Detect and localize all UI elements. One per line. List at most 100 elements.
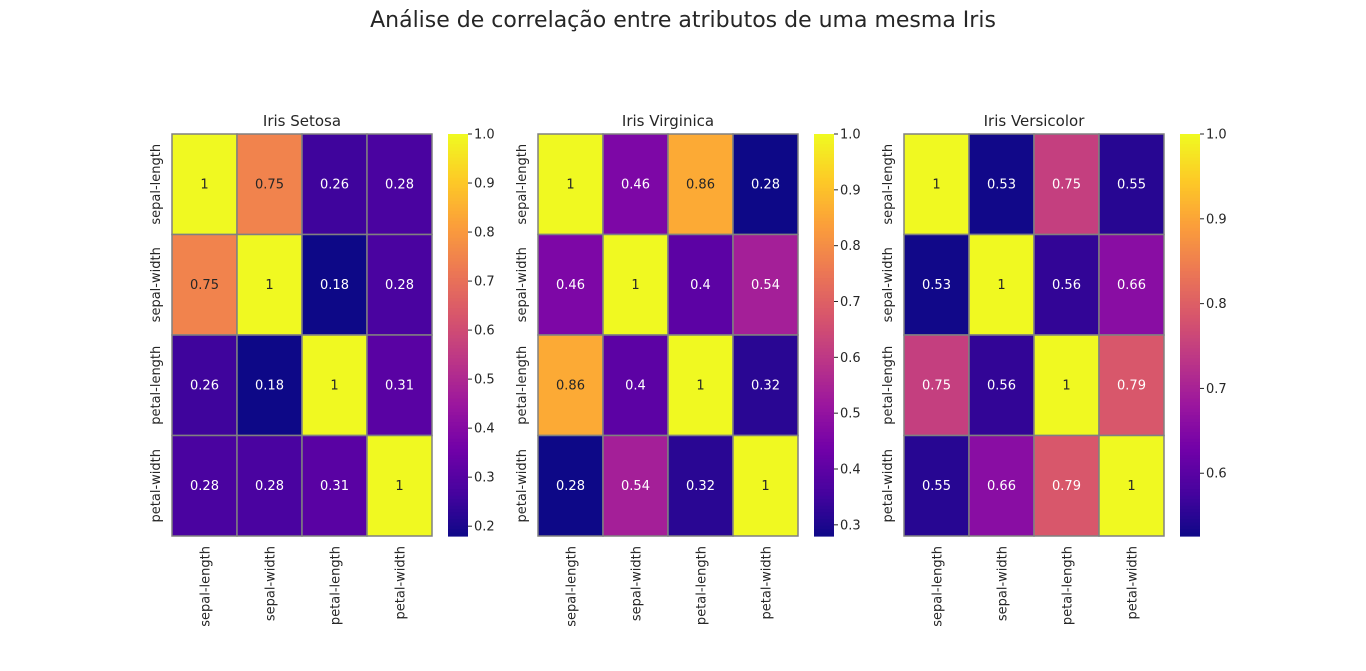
colorbar-segment [814, 525, 834, 530]
colorbar-segment [814, 465, 834, 470]
colorbar-segment [1180, 412, 1200, 416]
heatmap-cell [366, 334, 433, 437]
heatmap-cell [602, 434, 669, 537]
colorbar-segment [814, 150, 834, 155]
colorbar-segment [448, 231, 468, 236]
colorbar-segment [448, 227, 468, 232]
colorbar-segment [814, 395, 834, 400]
colorbar-segment [814, 385, 834, 390]
colorbar-segment [1180, 485, 1200, 490]
x-tick-label: petal-width [394, 546, 409, 619]
colorbar-segment [814, 180, 834, 185]
heatmap-cell [171, 434, 238, 537]
colorbar-segment [1180, 217, 1200, 222]
colorbar-segment [448, 361, 468, 366]
cell-annotation: 1 [566, 177, 574, 192]
colorbar-segment [814, 194, 834, 199]
colorbar-segment [814, 264, 834, 269]
colorbar-segment [1180, 164, 1200, 169]
colorbar-segment [814, 234, 834, 239]
colorbar-segment [1180, 432, 1200, 437]
colorbar-segment [814, 515, 834, 520]
colorbar-segment [448, 268, 468, 272]
y-tick-label: sepal-width [881, 247, 896, 322]
colorbar-segment [1180, 268, 1200, 272]
colorbar-segment [814, 221, 834, 226]
colorbar-segment [814, 291, 834, 296]
colorbar-segment [1180, 224, 1200, 229]
heatmap-cell [537, 133, 604, 236]
colorbar-segment [448, 515, 468, 520]
colorbar-segment [1180, 405, 1200, 410]
colorbar-segment [448, 174, 468, 179]
colorbar-segment [448, 365, 468, 370]
cell-annotation: 0.54 [621, 479, 650, 494]
colorbar-segment [448, 318, 468, 323]
colorbar-segment [448, 509, 468, 514]
colorbar-segment [1180, 234, 1200, 239]
cell-annotation: 0.18 [255, 378, 284, 393]
colorbar-segment [448, 445, 468, 450]
cell-annotation: 1 [330, 378, 338, 393]
colorbar-segment [448, 177, 468, 182]
heatmap-cell [1033, 434, 1100, 537]
colorbar-segment [448, 190, 468, 195]
colorbar-segment [814, 328, 834, 333]
x-tick-label: petal-width [760, 546, 775, 619]
colorbar-segment [448, 529, 468, 534]
cell-annotation: 0.54 [751, 278, 780, 293]
x-tick-label: petal-length [1061, 546, 1076, 625]
colorbar-segment [814, 398, 834, 403]
colorbar-segment [1180, 264, 1200, 269]
colorbar-segment [448, 345, 468, 349]
colorbar-segment [1180, 532, 1200, 537]
colorbar-segment [1180, 375, 1200, 380]
colorbar-segment [448, 489, 468, 494]
colorbar-segment [814, 438, 834, 443]
colorbar-segment [814, 144, 834, 148]
colorbar-segment [814, 458, 834, 463]
y-tick-label: sepal-width [149, 247, 164, 322]
colorbar-segment [448, 241, 468, 246]
cell-annotation: 0.28 [751, 177, 780, 192]
colorbar-segment [814, 482, 834, 487]
colorbar-segment [1180, 428, 1200, 433]
colorbar-tick-label: 0.7 [840, 295, 861, 310]
cell-annotation: 1 [761, 479, 769, 494]
colorbar-segment [814, 204, 834, 209]
heatmap-cell [602, 133, 669, 236]
colorbar-segment [814, 532, 834, 537]
colorbar-segment [448, 442, 468, 447]
colorbar-segment [1180, 502, 1200, 507]
colorbar-segment [1180, 301, 1200, 306]
colorbar-segment [448, 194, 468, 199]
colorbar-segment [1180, 351, 1200, 356]
colorbar-segment [1180, 442, 1200, 447]
colorbar-segment [814, 224, 834, 229]
colorbar-segment [448, 408, 468, 413]
colorbar-segment [814, 402, 834, 406]
colorbar-segment [1180, 482, 1200, 487]
colorbar-segment [448, 324, 468, 329]
cell-annotation: 0.32 [751, 378, 780, 393]
colorbar-segment [1180, 355, 1200, 360]
colorbar-segment [1180, 448, 1200, 453]
colorbar-segment [814, 174, 834, 179]
colorbar-segment [448, 244, 468, 249]
colorbar-segment [448, 288, 468, 293]
colorbar-segment [448, 294, 468, 299]
x-tick-label: sepal-width [630, 546, 645, 621]
heatmap-cell [732, 334, 799, 437]
colorbar-segment [1180, 180, 1200, 185]
colorbar-segment [448, 371, 468, 376]
heatmap-cell [301, 434, 368, 537]
colorbar-segment [814, 261, 834, 266]
colorbar-segment [814, 211, 834, 215]
x-tick-label: sepal-width [264, 546, 279, 621]
colorbar-segment [814, 512, 834, 517]
colorbar-segment [1180, 134, 1200, 138]
colorbar-segment [1180, 435, 1200, 440]
colorbar-segment [1180, 489, 1200, 494]
colorbar-segment [448, 519, 468, 524]
x-tick-label: petal-length [695, 546, 710, 625]
